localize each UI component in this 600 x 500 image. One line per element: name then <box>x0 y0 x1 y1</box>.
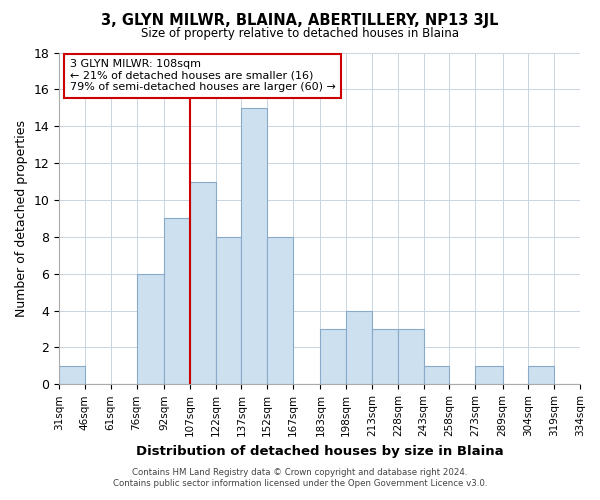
Text: 3, GLYN MILWR, BLAINA, ABERTILLERY, NP13 3JL: 3, GLYN MILWR, BLAINA, ABERTILLERY, NP13… <box>101 12 499 28</box>
Bar <box>372 329 398 384</box>
Bar <box>346 310 372 384</box>
Bar <box>475 366 503 384</box>
Text: 3 GLYN MILWR: 108sqm
← 21% of detached houses are smaller (16)
79% of semi-detac: 3 GLYN MILWR: 108sqm ← 21% of detached h… <box>70 59 335 92</box>
Bar <box>190 182 215 384</box>
Bar <box>424 366 449 384</box>
Text: Size of property relative to detached houses in Blaina: Size of property relative to detached ho… <box>141 28 459 40</box>
Bar <box>241 108 267 384</box>
Bar <box>137 274 164 384</box>
Bar <box>529 366 554 384</box>
Bar <box>164 218 190 384</box>
Bar <box>267 237 293 384</box>
Y-axis label: Number of detached properties: Number of detached properties <box>15 120 28 317</box>
Bar <box>398 329 424 384</box>
Bar <box>320 329 346 384</box>
Text: Contains HM Land Registry data © Crown copyright and database right 2024.
Contai: Contains HM Land Registry data © Crown c… <box>113 468 487 487</box>
X-axis label: Distribution of detached houses by size in Blaina: Distribution of detached houses by size … <box>136 444 503 458</box>
Bar <box>215 237 241 384</box>
Bar <box>59 366 85 384</box>
